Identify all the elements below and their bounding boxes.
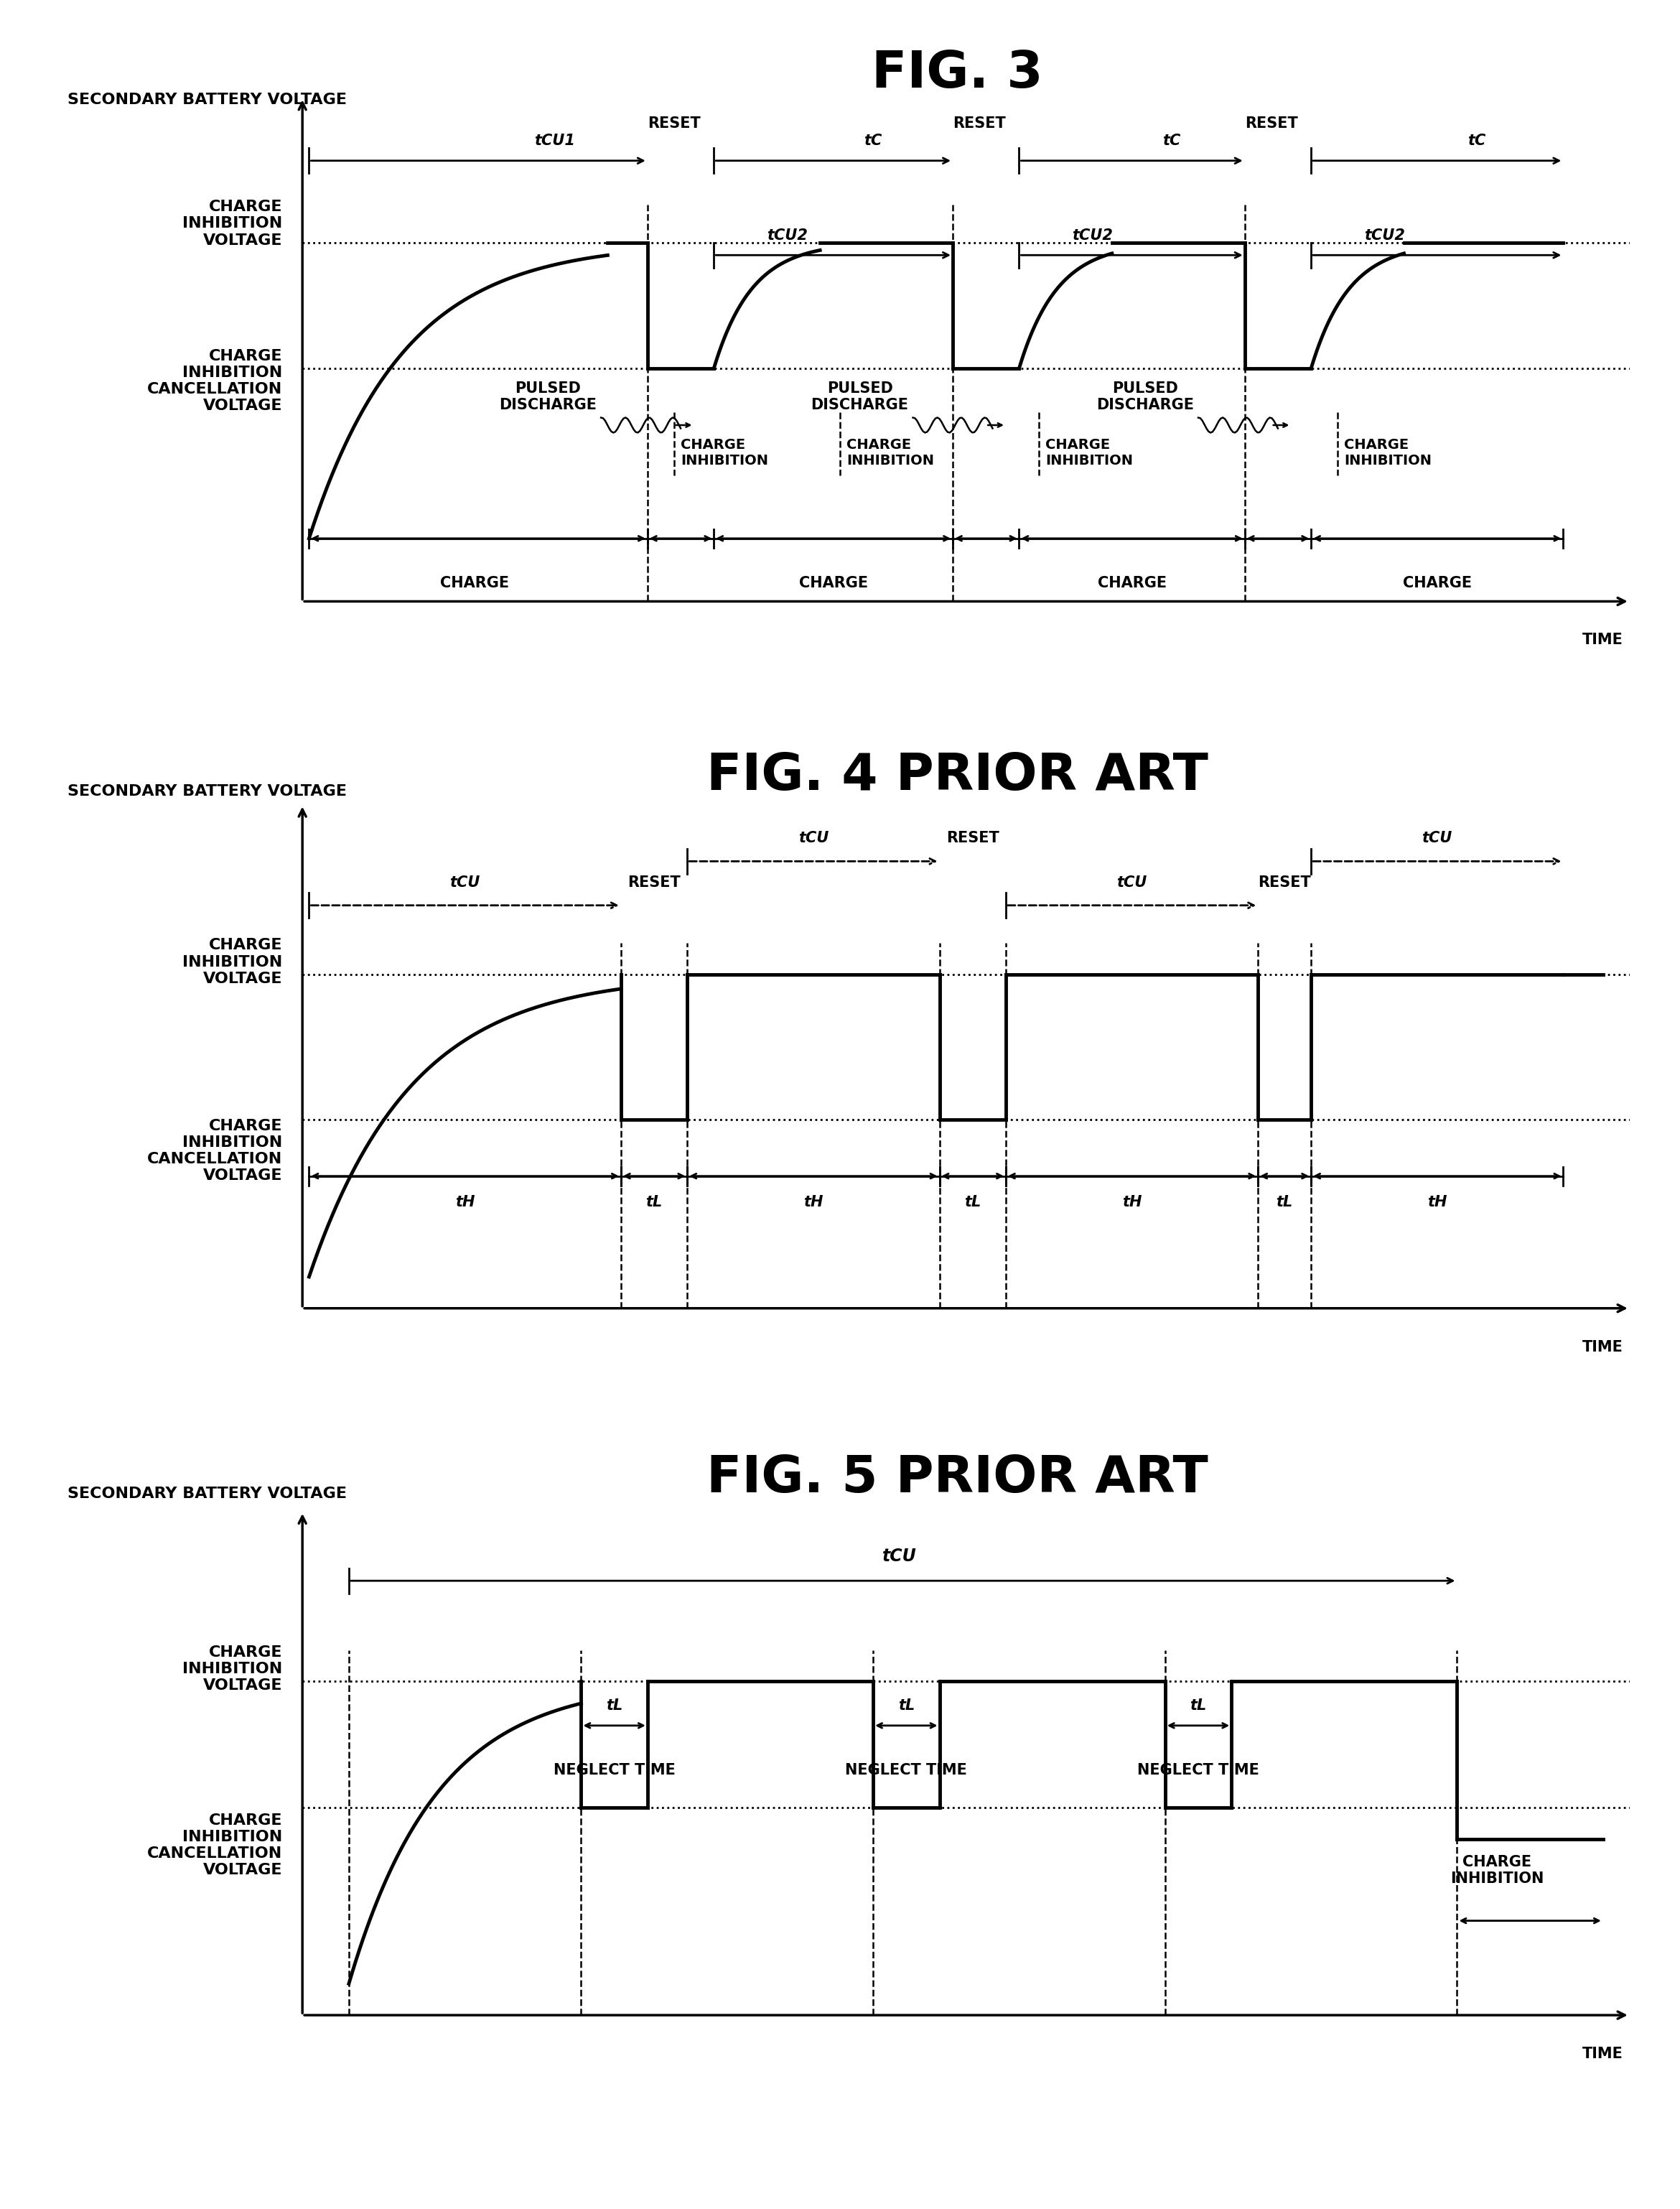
- Text: NEGLECT TIME: NEGLECT TIME: [845, 1763, 968, 1778]
- Text: tL: tL: [1189, 1699, 1206, 1712]
- Text: tCU: tCU: [882, 1549, 917, 1564]
- Text: tL: tL: [645, 1195, 662, 1208]
- Text: CHARGE
INHIBITION
VOLTAGE: CHARGE INHIBITION VOLTAGE: [183, 199, 282, 247]
- Text: tC: tC: [1468, 135, 1487, 148]
- Text: RESET: RESET: [946, 831, 1000, 846]
- Text: RESET: RESET: [1258, 875, 1310, 890]
- Text: RESET: RESET: [953, 117, 1006, 130]
- Text: PULSED
DISCHARGE: PULSED DISCHARGE: [499, 380, 596, 413]
- Text: NEGLECT TIME: NEGLECT TIME: [1137, 1763, 1260, 1778]
- Text: SECONDARY BATTERY VOLTAGE: SECONDARY BATTERY VOLTAGE: [67, 1487, 346, 1502]
- Text: tH: tH: [1428, 1195, 1446, 1208]
- Text: CHARGE
INHIBITION
CANCELLATION
VOLTAGE: CHARGE INHIBITION CANCELLATION VOLTAGE: [148, 1814, 282, 1878]
- Text: FIG. 4 PRIOR ART: FIG. 4 PRIOR ART: [707, 751, 1208, 800]
- Text: tCU: tCU: [1117, 875, 1147, 890]
- Text: tC: tC: [864, 135, 882, 148]
- Text: tL: tL: [964, 1195, 981, 1208]
- Text: SECONDARY BATTERY VOLTAGE: SECONDARY BATTERY VOLTAGE: [67, 93, 346, 108]
- Text: CHARGE: CHARGE: [1403, 577, 1472, 590]
- Text: TIME: TIME: [1583, 632, 1623, 647]
- Text: CHARGE: CHARGE: [798, 577, 869, 590]
- Text: CHARGE
INHIBITION
VOLTAGE: CHARGE INHIBITION VOLTAGE: [183, 939, 282, 985]
- Text: tL: tL: [606, 1699, 623, 1712]
- Text: TIME: TIME: [1583, 1339, 1623, 1354]
- Text: FIG. 5 PRIOR ART: FIG. 5 PRIOR ART: [707, 1454, 1208, 1502]
- Text: tCU2: tCU2: [766, 228, 808, 243]
- Text: RESET: RESET: [647, 117, 701, 130]
- Text: tCU1: tCU1: [534, 135, 575, 148]
- Text: tC: tC: [1163, 135, 1181, 148]
- Text: CHARGE
INHIBITION: CHARGE INHIBITION: [1045, 437, 1134, 466]
- Text: tCU2: tCU2: [1364, 228, 1404, 243]
- Text: CHARGE
INHIBITION: CHARGE INHIBITION: [680, 437, 768, 466]
- Text: CHARGE
INHIBITION: CHARGE INHIBITION: [1344, 437, 1431, 466]
- Text: PULSED
DISCHARGE: PULSED DISCHARGE: [811, 380, 909, 413]
- Text: CHARGE
INHIBITION
VOLTAGE: CHARGE INHIBITION VOLTAGE: [183, 1646, 282, 1692]
- Text: tCU: tCU: [798, 831, 828, 846]
- Text: tCU2: tCU2: [1072, 228, 1114, 243]
- Text: tCU: tCU: [450, 875, 480, 890]
- Text: TIME: TIME: [1583, 2046, 1623, 2061]
- Text: tL: tL: [897, 1699, 914, 1712]
- Text: SECONDARY BATTERY VOLTAGE: SECONDARY BATTERY VOLTAGE: [67, 784, 346, 800]
- Text: FIG. 3: FIG. 3: [872, 49, 1043, 97]
- Text: RESET: RESET: [1245, 117, 1297, 130]
- Text: CHARGE
INHIBITION
CANCELLATION
VOLTAGE: CHARGE INHIBITION CANCELLATION VOLTAGE: [148, 349, 282, 413]
- Text: CHARGE
INHIBITION: CHARGE INHIBITION: [1450, 1856, 1544, 1886]
- Text: tH: tH: [1122, 1195, 1142, 1208]
- Text: CHARGE
INHIBITION
CANCELLATION
VOLTAGE: CHARGE INHIBITION CANCELLATION VOLTAGE: [148, 1118, 282, 1184]
- Text: tCU: tCU: [1421, 831, 1453, 846]
- Text: tL: tL: [1277, 1195, 1294, 1208]
- Text: PULSED
DISCHARGE: PULSED DISCHARGE: [1097, 380, 1194, 413]
- Text: RESET: RESET: [628, 875, 680, 890]
- Text: CHARGE
INHIBITION: CHARGE INHIBITION: [847, 437, 934, 466]
- Text: tH: tH: [803, 1195, 823, 1208]
- Text: tH: tH: [455, 1195, 475, 1208]
- Text: NEGLECT TIME: NEGLECT TIME: [553, 1763, 675, 1778]
- Text: CHARGE: CHARGE: [1097, 577, 1166, 590]
- Text: CHARGE: CHARGE: [440, 577, 509, 590]
